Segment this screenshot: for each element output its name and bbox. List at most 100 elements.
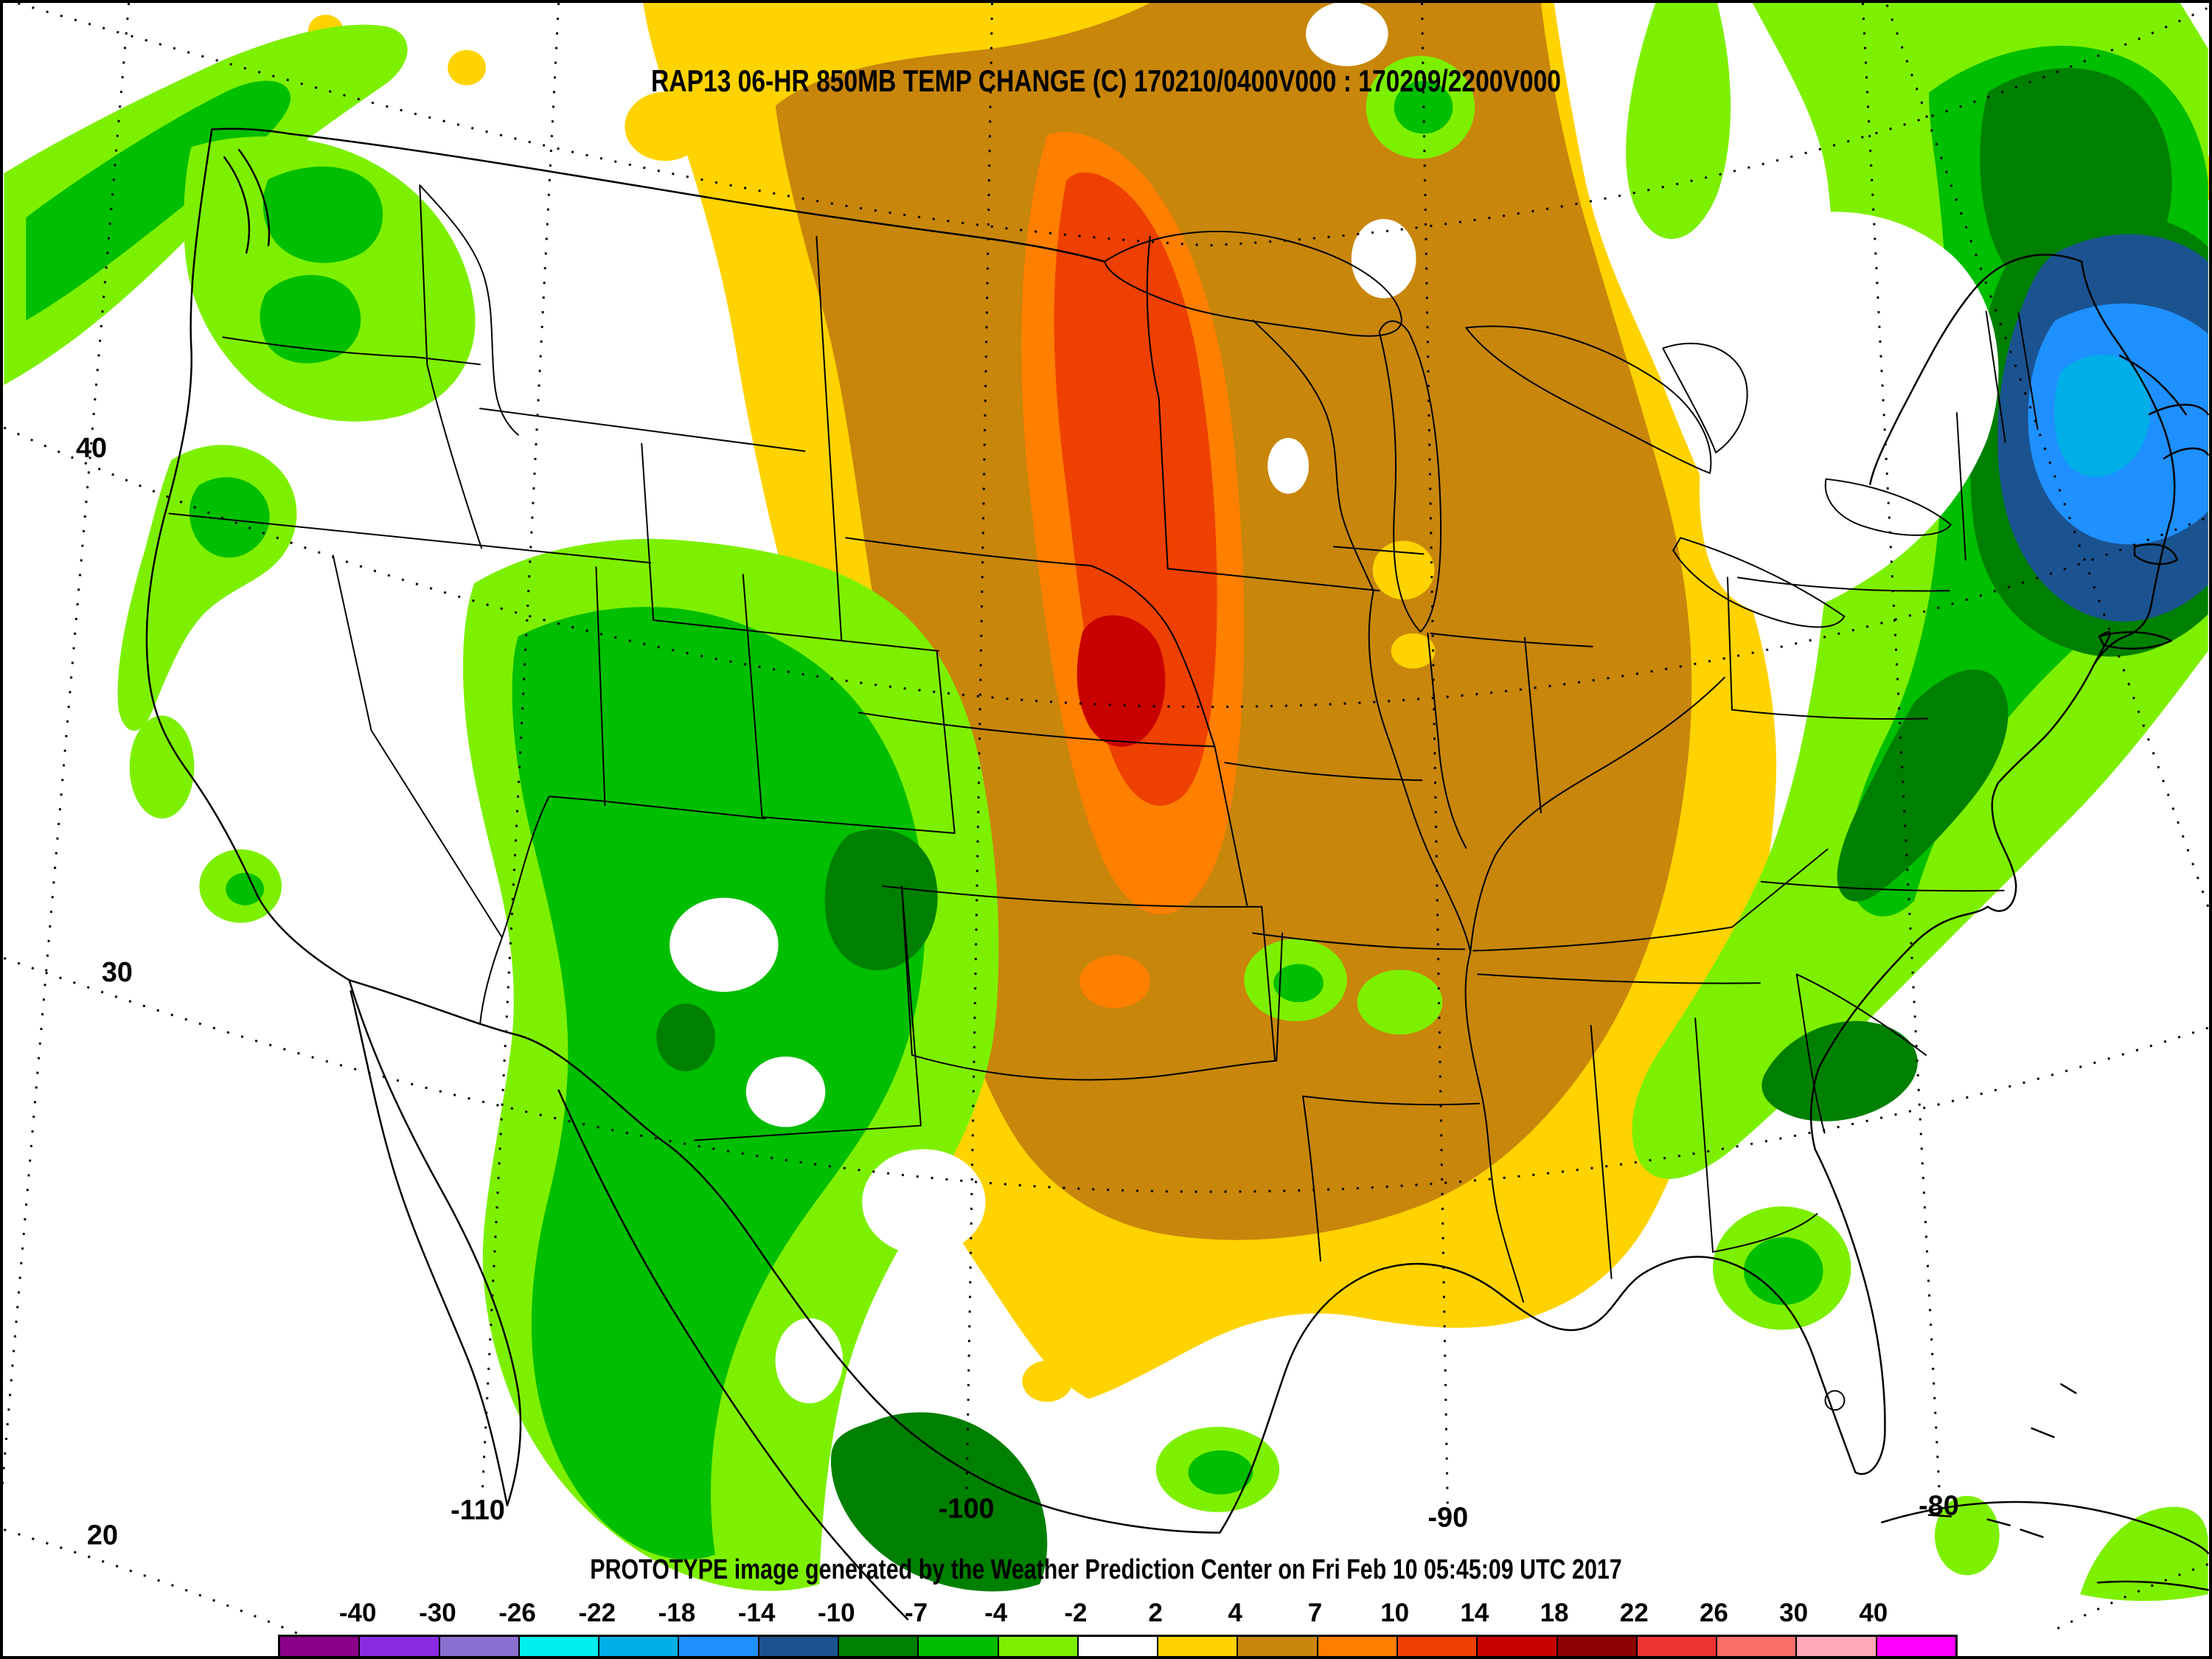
pacific-coast bbox=[145, 128, 350, 981]
contour-region bbox=[824, 829, 938, 970]
contour-region bbox=[1273, 964, 1324, 1003]
colorbar-cell bbox=[997, 1637, 1077, 1656]
lake-superior bbox=[1104, 231, 1402, 337]
contour-region bbox=[260, 274, 361, 364]
lon-label-80: -80 bbox=[1919, 1491, 1959, 1522]
contour-region bbox=[1357, 970, 1443, 1035]
colorbar-cell bbox=[438, 1637, 518, 1656]
lake-erie bbox=[1672, 537, 1846, 628]
contour-region bbox=[669, 897, 779, 992]
contour-region bbox=[1699, 212, 1999, 614]
coordinate-labels: 40 30 20 -110 -100 -90 -80 bbox=[76, 433, 1959, 1551]
colorbar-boundary-label: -30 bbox=[419, 1599, 456, 1627]
contour-region bbox=[1626, 3, 1731, 240]
colorbar-cell bbox=[1635, 1637, 1717, 1656]
colorbar-boundary-label: 22 bbox=[1619, 1599, 1649, 1627]
colorbar-cell bbox=[1556, 1637, 1636, 1656]
bahamas bbox=[2031, 1383, 2077, 1439]
colorbar-boundary-label: -7 bbox=[904, 1599, 928, 1627]
contour-region bbox=[1761, 1020, 1918, 1121]
gulf-atlantic-coast bbox=[1219, 260, 2176, 1534]
state-lines-west bbox=[168, 184, 766, 1026]
state-lines-plains bbox=[845, 235, 1380, 1081]
contour-region bbox=[189, 477, 270, 558]
graticule bbox=[3, 3, 2209, 1656]
colorbar-cell bbox=[358, 1637, 439, 1656]
latitude-line-50 bbox=[13, 3, 2209, 247]
lake-michigan bbox=[1378, 320, 1442, 633]
colorbar-cell bbox=[1316, 1637, 1397, 1656]
contour-region bbox=[830, 1412, 1048, 1592]
colorbar-cell bbox=[917, 1637, 998, 1656]
colorbar-cell bbox=[598, 1637, 678, 1656]
contour-region bbox=[226, 872, 265, 905]
colorbar-boundary-label: -18 bbox=[658, 1599, 696, 1627]
puget-sound bbox=[223, 149, 271, 254]
colorbar-boundary-label: 10 bbox=[1380, 1599, 1410, 1627]
colorbar-cell bbox=[1077, 1637, 1158, 1656]
colorbar-boundary-label: -10 bbox=[818, 1599, 855, 1627]
georgian-bay bbox=[1662, 342, 1748, 453]
florida-keys bbox=[1927, 1514, 2044, 1538]
contour-region bbox=[2080, 1506, 2208, 1601]
weather-map: 40 30 20 -110 -100 -90 -80 bbox=[3, 3, 2209, 1656]
colorbar-cell bbox=[1716, 1637, 1796, 1656]
contour-region bbox=[448, 49, 487, 86]
contour-region bbox=[1028, 1290, 1099, 1349]
contour-region bbox=[1077, 615, 1166, 747]
meridian-line-100 bbox=[965, 3, 994, 1506]
state-boundaries bbox=[168, 184, 2039, 1303]
contour-region bbox=[625, 91, 706, 161]
colorbar-boundary-label: -22 bbox=[578, 1599, 616, 1627]
colorbar-boundary-label: -26 bbox=[498, 1599, 536, 1627]
colorbar-cell bbox=[1795, 1637, 1876, 1656]
colorbar-boundary-label: 40 bbox=[1859, 1599, 1888, 1627]
contour-region bbox=[1022, 1360, 1073, 1402]
contour-region bbox=[1391, 633, 1436, 669]
lake-ontario bbox=[1824, 478, 1952, 536]
us-mexico-border bbox=[348, 979, 1221, 1534]
long-island bbox=[2098, 631, 2173, 650]
lake-okeechobee bbox=[1824, 1390, 1846, 1411]
colorbar-cell bbox=[1396, 1637, 1477, 1656]
temperature-colorbar bbox=[278, 1635, 1958, 1658]
state-lines-east bbox=[1726, 310, 2039, 892]
contour-region bbox=[262, 166, 383, 263]
colorbar-boundary-label: 30 bbox=[1779, 1599, 1809, 1627]
lon-label-90: -90 bbox=[1427, 1503, 1468, 1534]
contour-region bbox=[1837, 669, 2008, 902]
lon-label-110: -110 bbox=[451, 1495, 505, 1526]
colorbar-cell bbox=[678, 1637, 758, 1656]
contour-region bbox=[656, 1004, 715, 1071]
colorbar-cell bbox=[1157, 1637, 1237, 1656]
contour-region bbox=[1267, 437, 1310, 494]
maritimes-coast bbox=[2118, 355, 2209, 460]
contour-fills bbox=[4, 3, 2209, 1601]
colorbar-boundary-label: -4 bbox=[984, 1599, 1008, 1627]
great-lakes bbox=[1104, 231, 1952, 1411]
colorbar-cell bbox=[518, 1637, 599, 1656]
meridian-line-80 bbox=[1861, 3, 1941, 1502]
cuba-coast bbox=[1880, 1500, 2209, 1591]
map-title: RAP13 06-HR 850MB TEMP CHANGE (C) 170210… bbox=[651, 63, 1561, 98]
contour-region bbox=[775, 1318, 844, 1404]
colorbar-cell bbox=[1476, 1637, 1557, 1656]
colorbar-boundary-label: 18 bbox=[1540, 1599, 1569, 1627]
contour-region bbox=[1306, 3, 1388, 66]
lon-label-100: -100 bbox=[939, 1494, 995, 1525]
state-lines-south bbox=[1472, 848, 1927, 1279]
colorbar-boundary-label: -14 bbox=[737, 1599, 776, 1627]
colorbar-cell bbox=[837, 1637, 918, 1656]
meridian-line-110 bbox=[480, 3, 560, 1509]
lat-label-30: 30 bbox=[102, 957, 133, 988]
contour-region bbox=[1351, 218, 1416, 299]
contour-region bbox=[129, 715, 195, 819]
contour-region bbox=[1079, 955, 1150, 1009]
contour-region bbox=[1743, 1237, 1823, 1305]
lat-label-20: 20 bbox=[87, 1520, 118, 1551]
meridian-line-120 bbox=[3, 3, 131, 1491]
colorbar-boundary-label: 4 bbox=[1228, 1599, 1243, 1627]
state-lines-mountain bbox=[479, 235, 956, 1141]
contour-region bbox=[512, 607, 925, 1560]
